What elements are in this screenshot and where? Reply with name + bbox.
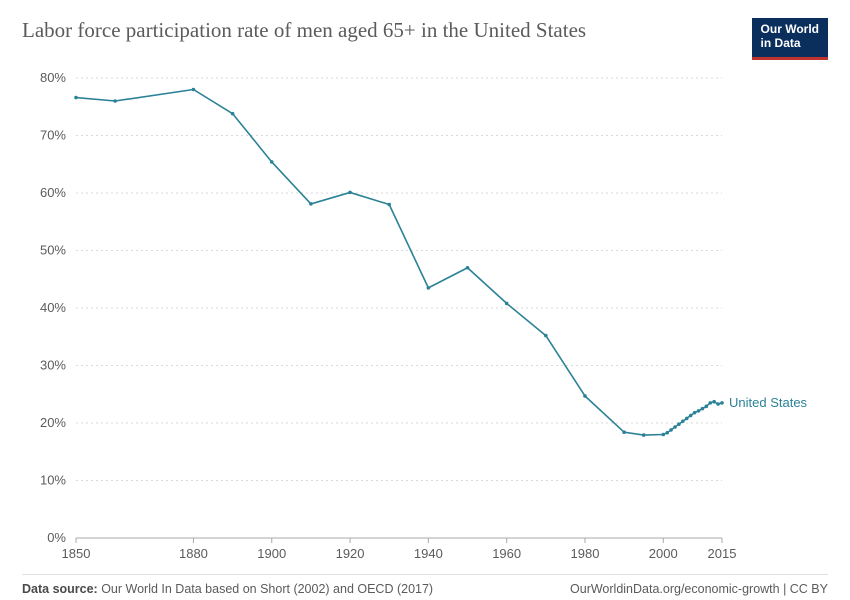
x-tick-label: 1920 [336, 546, 365, 561]
chart-footer: Data source: Our World In Data based on … [22, 574, 828, 596]
series-marker [622, 430, 626, 434]
series-marker [544, 333, 548, 337]
y-tick-label: 40% [40, 300, 66, 315]
y-tick-label: 50% [40, 242, 66, 257]
series-marker [685, 416, 689, 420]
y-tick-label: 20% [40, 415, 66, 430]
chart-area: 0% 10% 20% 30% 40% 50% 60% 70% 80% 1850 1880 1900 19… [22, 68, 828, 568]
series-marker [701, 406, 705, 410]
x-tick-label: 2015 [708, 546, 737, 561]
series-marker [348, 190, 352, 194]
series-marker [681, 419, 685, 423]
series-marker [427, 286, 431, 290]
logo-line-2: in Data [761, 37, 819, 51]
line-chart-svg: 0% 10% 20% 30% 40% 50% 60% 70% 80% 1850 1880 1900 19… [22, 68, 828, 568]
y-tick-label: 10% [40, 472, 66, 487]
x-tick-label: 1880 [179, 546, 208, 561]
series-marker [712, 400, 716, 404]
series-marker [231, 111, 235, 115]
series-marker [720, 401, 724, 405]
series-marker [708, 401, 712, 405]
logo-line-1: Our World [761, 23, 819, 37]
series-marker [661, 432, 665, 436]
series-marker [697, 409, 701, 413]
series-marker [387, 202, 391, 206]
series-marker [309, 202, 313, 206]
y-tick-label: 80% [40, 70, 66, 85]
series-marker [669, 428, 673, 432]
series-label: United States [729, 394, 808, 409]
series-line [76, 89, 722, 435]
x-tick-label: 1960 [492, 546, 521, 561]
footer-attribution: OurWorldinData.org/economic-growth | CC … [570, 582, 828, 596]
series-marker [505, 301, 509, 305]
series-marker [466, 266, 470, 270]
y-tick-label: 30% [40, 357, 66, 372]
series-marker [113, 99, 117, 103]
footer-source-label: Data source: [22, 582, 98, 596]
series-marker [705, 404, 709, 408]
series-marker [642, 433, 646, 437]
footer-source: Data source: Our World In Data based on … [22, 582, 433, 596]
y-tick-label: 60% [40, 185, 66, 200]
series-marker [665, 431, 669, 435]
footer-source-text: Our World In Data based on Short (2002) … [98, 582, 433, 596]
x-tick-label: 2000 [649, 546, 678, 561]
chart-title: Labor force participation rate of men ag… [22, 18, 586, 43]
series-marker [192, 87, 196, 91]
series-marker [270, 160, 274, 164]
y-tick-label: 70% [40, 127, 66, 142]
series-marker [74, 95, 78, 99]
x-tick-label: 1850 [62, 546, 91, 561]
owid-logo: Our World in Data [752, 18, 828, 60]
x-tick-label: 1900 [257, 546, 286, 561]
y-tick-label: 0% [47, 530, 66, 545]
x-tick-label: 1980 [571, 546, 600, 561]
series-marker [677, 422, 681, 426]
series-marker [693, 410, 697, 414]
series-marker [716, 402, 720, 406]
x-tick-label: 1940 [414, 546, 443, 561]
series-marker [583, 394, 587, 398]
series-marker [689, 413, 693, 417]
series-marker [673, 425, 677, 429]
